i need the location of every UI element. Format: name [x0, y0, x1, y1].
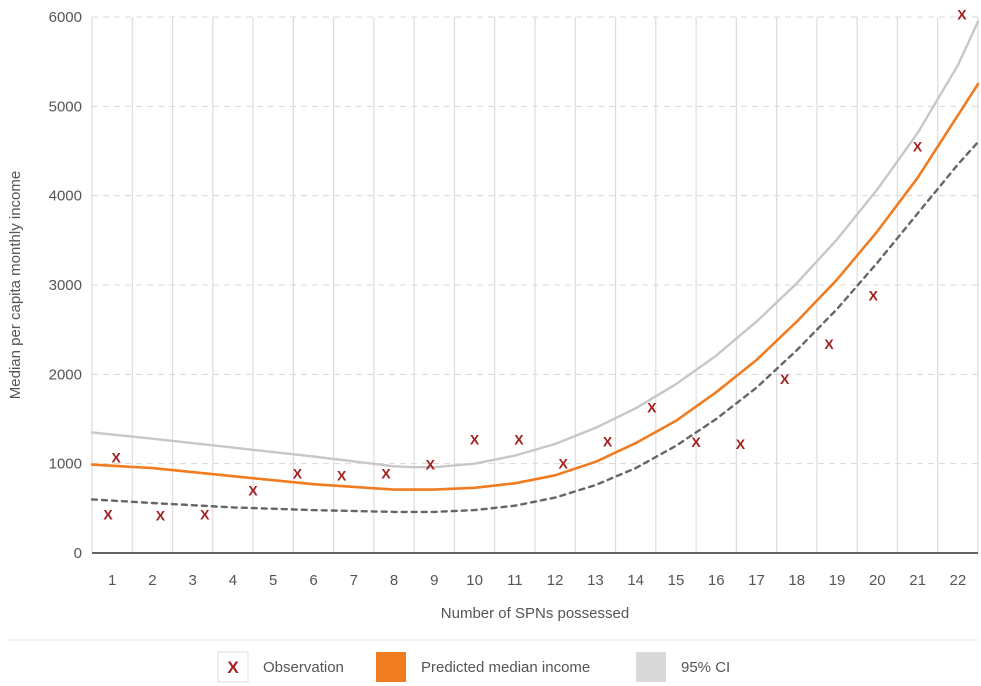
x-tick-label: 13	[587, 572, 604, 589]
grid	[91, 16, 979, 553]
x-tick-label: 5	[269, 572, 277, 589]
legend-marker-icon: X	[227, 658, 239, 677]
x-tick-label: 1	[108, 572, 116, 589]
x-tick-label: 11	[507, 572, 523, 589]
y-axis-label: Median per capita monthly income	[7, 171, 24, 399]
ci-lower-line	[90, 140, 980, 514]
x-axis-ticks: 1 2 3 4 5 6 7 8 9 10 11 12 13 14 15 16 17 18 19 20 21 22	[108, 572, 966, 589]
x-tick-label: 19	[829, 572, 846, 589]
x-tick-label: 15	[668, 572, 685, 589]
x-tick-label: 7	[350, 572, 358, 589]
x-axis-label: Number of SPNs possessed	[441, 605, 629, 622]
x-tick-label: 20	[869, 572, 886, 589]
observation-marker: X	[293, 465, 303, 481]
observation-marker: X	[470, 432, 480, 448]
legend-marker-box	[217, 651, 249, 683]
x-tick-label: 21	[909, 572, 926, 589]
legend-label: 95% CI	[681, 659, 730, 676]
y-tick-label: 4000	[49, 188, 82, 205]
y-tick-label: 1000	[49, 456, 82, 473]
y-tick-label: 5000	[49, 98, 82, 115]
observation-marker: X	[913, 139, 923, 155]
observation-marker: X	[514, 432, 524, 448]
x-tick-label: 8	[390, 572, 398, 589]
observation-marker: X	[248, 482, 258, 498]
observation-marker: X	[156, 507, 166, 523]
observation-marker: X	[957, 6, 967, 22]
observation-marker: X	[337, 467, 347, 483]
y-tick-label: 6000	[49, 9, 82, 26]
legend-item: Predicted median income	[376, 652, 590, 682]
x-tick-label: 10	[466, 572, 483, 589]
observation-marker: X	[103, 507, 113, 523]
plot-area: X X X X X X X X X X X X X X X X X X X X X	[90, 6, 980, 523]
x-tick-label: 9	[430, 572, 438, 589]
legend-item: 95% CI	[636, 652, 730, 682]
x-tick-label: 22	[950, 572, 967, 589]
x-tick-label: 18	[788, 572, 805, 589]
observation-marker: X	[869, 288, 879, 304]
observation-marker: X	[780, 371, 790, 387]
observation-marker: X	[824, 336, 834, 352]
x-tick-label: 4	[229, 572, 237, 589]
observation-marker: X	[736, 436, 746, 452]
observation-marker: X	[691, 434, 701, 450]
y-tick-label: 3000	[49, 277, 82, 294]
legend-label: Predicted median income	[421, 659, 590, 676]
x-tick-label: 14	[627, 572, 644, 589]
x-tick-label: 16	[708, 572, 725, 589]
observation-marker: X	[111, 449, 121, 465]
x-tick-label: 3	[189, 572, 197, 589]
observation-marker: X	[559, 456, 569, 472]
observation-marker: X	[647, 399, 657, 415]
observation-marker: X	[381, 465, 391, 481]
observation-marker: X	[200, 507, 210, 523]
ci-upper-line	[90, 20, 980, 469]
y-axis-ticks: 0 1000 2000 3000 4000 5000 6000	[49, 9, 82, 562]
y-tick-label: 0	[74, 545, 82, 562]
observation-marker: X	[603, 433, 613, 449]
x-tick-label: 12	[547, 572, 564, 589]
observation-marker: X	[426, 457, 436, 473]
legend-item: X Observation	[217, 651, 344, 683]
legend-swatch	[376, 652, 406, 682]
legend-swatch	[636, 652, 666, 682]
predicted-income-line	[90, 82, 980, 491]
x-tick-label: 17	[748, 572, 765, 589]
x-tick-label: 2	[148, 572, 156, 589]
y-tick-label: 2000	[49, 366, 82, 383]
x-tick-label: 6	[309, 572, 317, 589]
legend-label: Observation	[263, 659, 344, 676]
legend: X Observation Predicted median income 95% C…	[217, 651, 730, 683]
